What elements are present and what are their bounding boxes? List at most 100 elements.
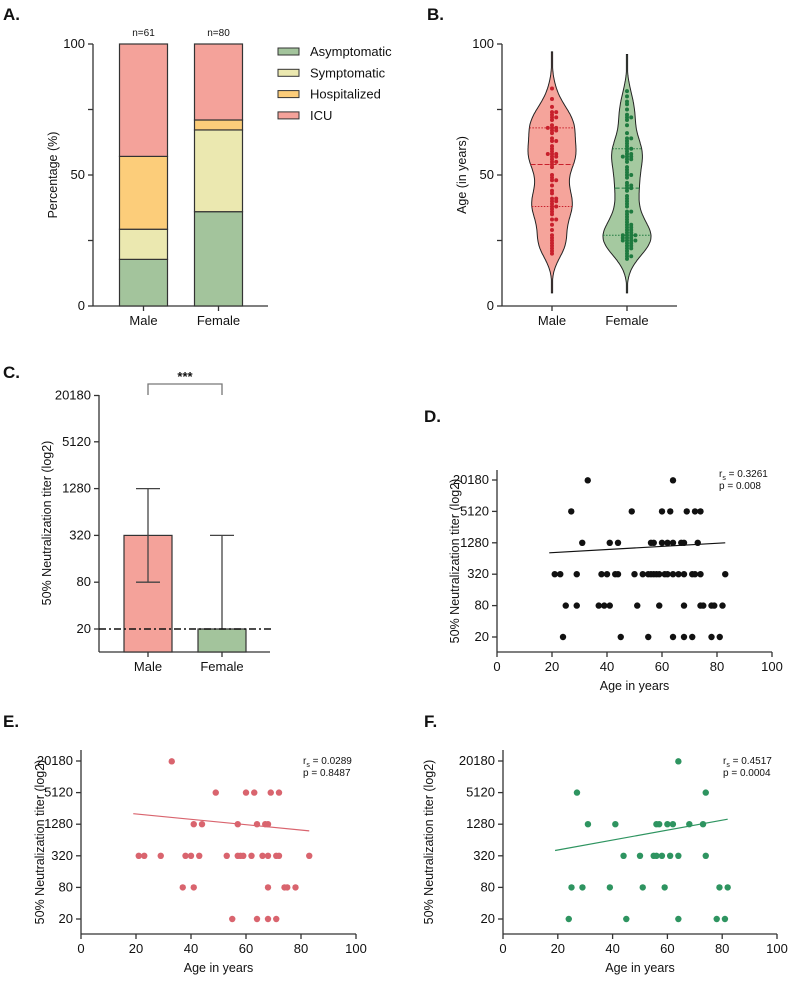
panel-letter-f: F. [424, 712, 437, 731]
data-point [675, 852, 682, 859]
y-tick-label: 320 [51, 848, 73, 863]
data-point [554, 204, 559, 209]
y-tick-label: 0 [78, 298, 85, 313]
x-tick-label: Male [129, 313, 157, 328]
data-point [550, 138, 554, 143]
data-point [545, 152, 550, 157]
data-point [631, 571, 638, 578]
data-point [697, 508, 704, 515]
data-point [554, 110, 559, 115]
data-point [550, 97, 554, 102]
data-point [168, 758, 175, 765]
x-tick-label: 80 [294, 941, 308, 956]
y-tick-label: 5120 [460, 503, 489, 518]
data-point [550, 183, 554, 188]
data-point [716, 884, 723, 891]
data-point [721, 915, 729, 923]
data-point [573, 571, 580, 578]
data-point [722, 571, 729, 578]
data-point [606, 539, 613, 546]
data-point [625, 188, 629, 193]
data-point [557, 571, 564, 578]
r-symbol: r [719, 469, 723, 480]
x-tick-label: 100 [345, 941, 367, 956]
data-point [182, 852, 189, 859]
y-tick-label: 80 [475, 598, 489, 613]
data-point [275, 789, 283, 796]
y-tick-label: 20 [59, 911, 73, 926]
data-point [719, 602, 726, 609]
y-tick-label: 100 [472, 36, 494, 51]
data-point [550, 212, 554, 217]
data-point [633, 238, 638, 243]
regression-line [554, 818, 728, 852]
data-point [606, 884, 614, 891]
data-point [284, 884, 291, 891]
data-point [273, 915, 280, 923]
data-point [554, 115, 559, 120]
x-axis-label: Age in years [605, 961, 674, 975]
data-point [306, 852, 313, 859]
data-point [713, 915, 720, 923]
bar-segment-hospitalized-female [193, 119, 244, 131]
y-tick-label: 0 [487, 298, 494, 313]
data-point [620, 852, 627, 859]
x-tick-label: 0 [493, 659, 500, 674]
r-subscript: s [306, 762, 310, 769]
data-point [623, 915, 630, 923]
data-point [656, 602, 663, 609]
data-point [658, 539, 666, 546]
x-tick-label: 20 [129, 941, 143, 956]
data-point [190, 884, 197, 891]
legend-swatch [277, 47, 300, 56]
panel-letter-d: D. [424, 407, 441, 426]
data-point [275, 852, 283, 859]
x-tick-label: Male [134, 659, 162, 674]
bar-segment-asymptomatic-male [118, 258, 169, 307]
data-point [550, 191, 554, 196]
data-point [562, 602, 569, 609]
data-point [554, 199, 559, 204]
data-point [680, 539, 688, 546]
data-point [550, 131, 554, 136]
data-point [240, 852, 247, 859]
data-point [554, 159, 559, 164]
y-tick-label: 5120 [44, 785, 73, 800]
legend-label: Hospitalized [310, 87, 381, 102]
x-tick-label: 80 [715, 941, 729, 956]
bar-segment-icu-male [118, 43, 169, 157]
data-point [550, 217, 554, 222]
legend-label: ICU [310, 108, 332, 123]
y-tick-label: 20180 [37, 753, 73, 768]
data-point [242, 789, 250, 796]
data-point [573, 789, 581, 796]
y-axis-label: 50% Neutralization titer (log2) [40, 441, 54, 606]
data-point [198, 821, 206, 828]
r-symbol: r [303, 756, 307, 767]
data-point [550, 104, 554, 109]
y-tick-label: 20180 [55, 387, 91, 402]
x-tick-label: Female [605, 313, 648, 328]
data-point [675, 571, 682, 578]
data-point [675, 915, 682, 923]
data-point [656, 571, 663, 578]
n-label: n=80 [207, 28, 230, 39]
regression-line [549, 542, 726, 554]
data-point [680, 602, 688, 609]
x-tick-label: 40 [184, 941, 198, 956]
data-point [629, 136, 634, 141]
data-point [267, 789, 274, 796]
data-point [565, 915, 572, 923]
r-subscript: s [722, 475, 726, 482]
significance-label: *** [177, 369, 193, 384]
data-point [691, 571, 699, 578]
r-value: = 0.0289 [310, 756, 352, 767]
data-point [614, 539, 622, 546]
data-point [653, 852, 660, 859]
data-point [625, 107, 629, 112]
data-point [625, 256, 629, 261]
y-tick-label: 320 [467, 566, 489, 581]
data-point [554, 217, 559, 222]
data-point [628, 508, 635, 515]
y-tick-label: 20 [475, 629, 489, 644]
